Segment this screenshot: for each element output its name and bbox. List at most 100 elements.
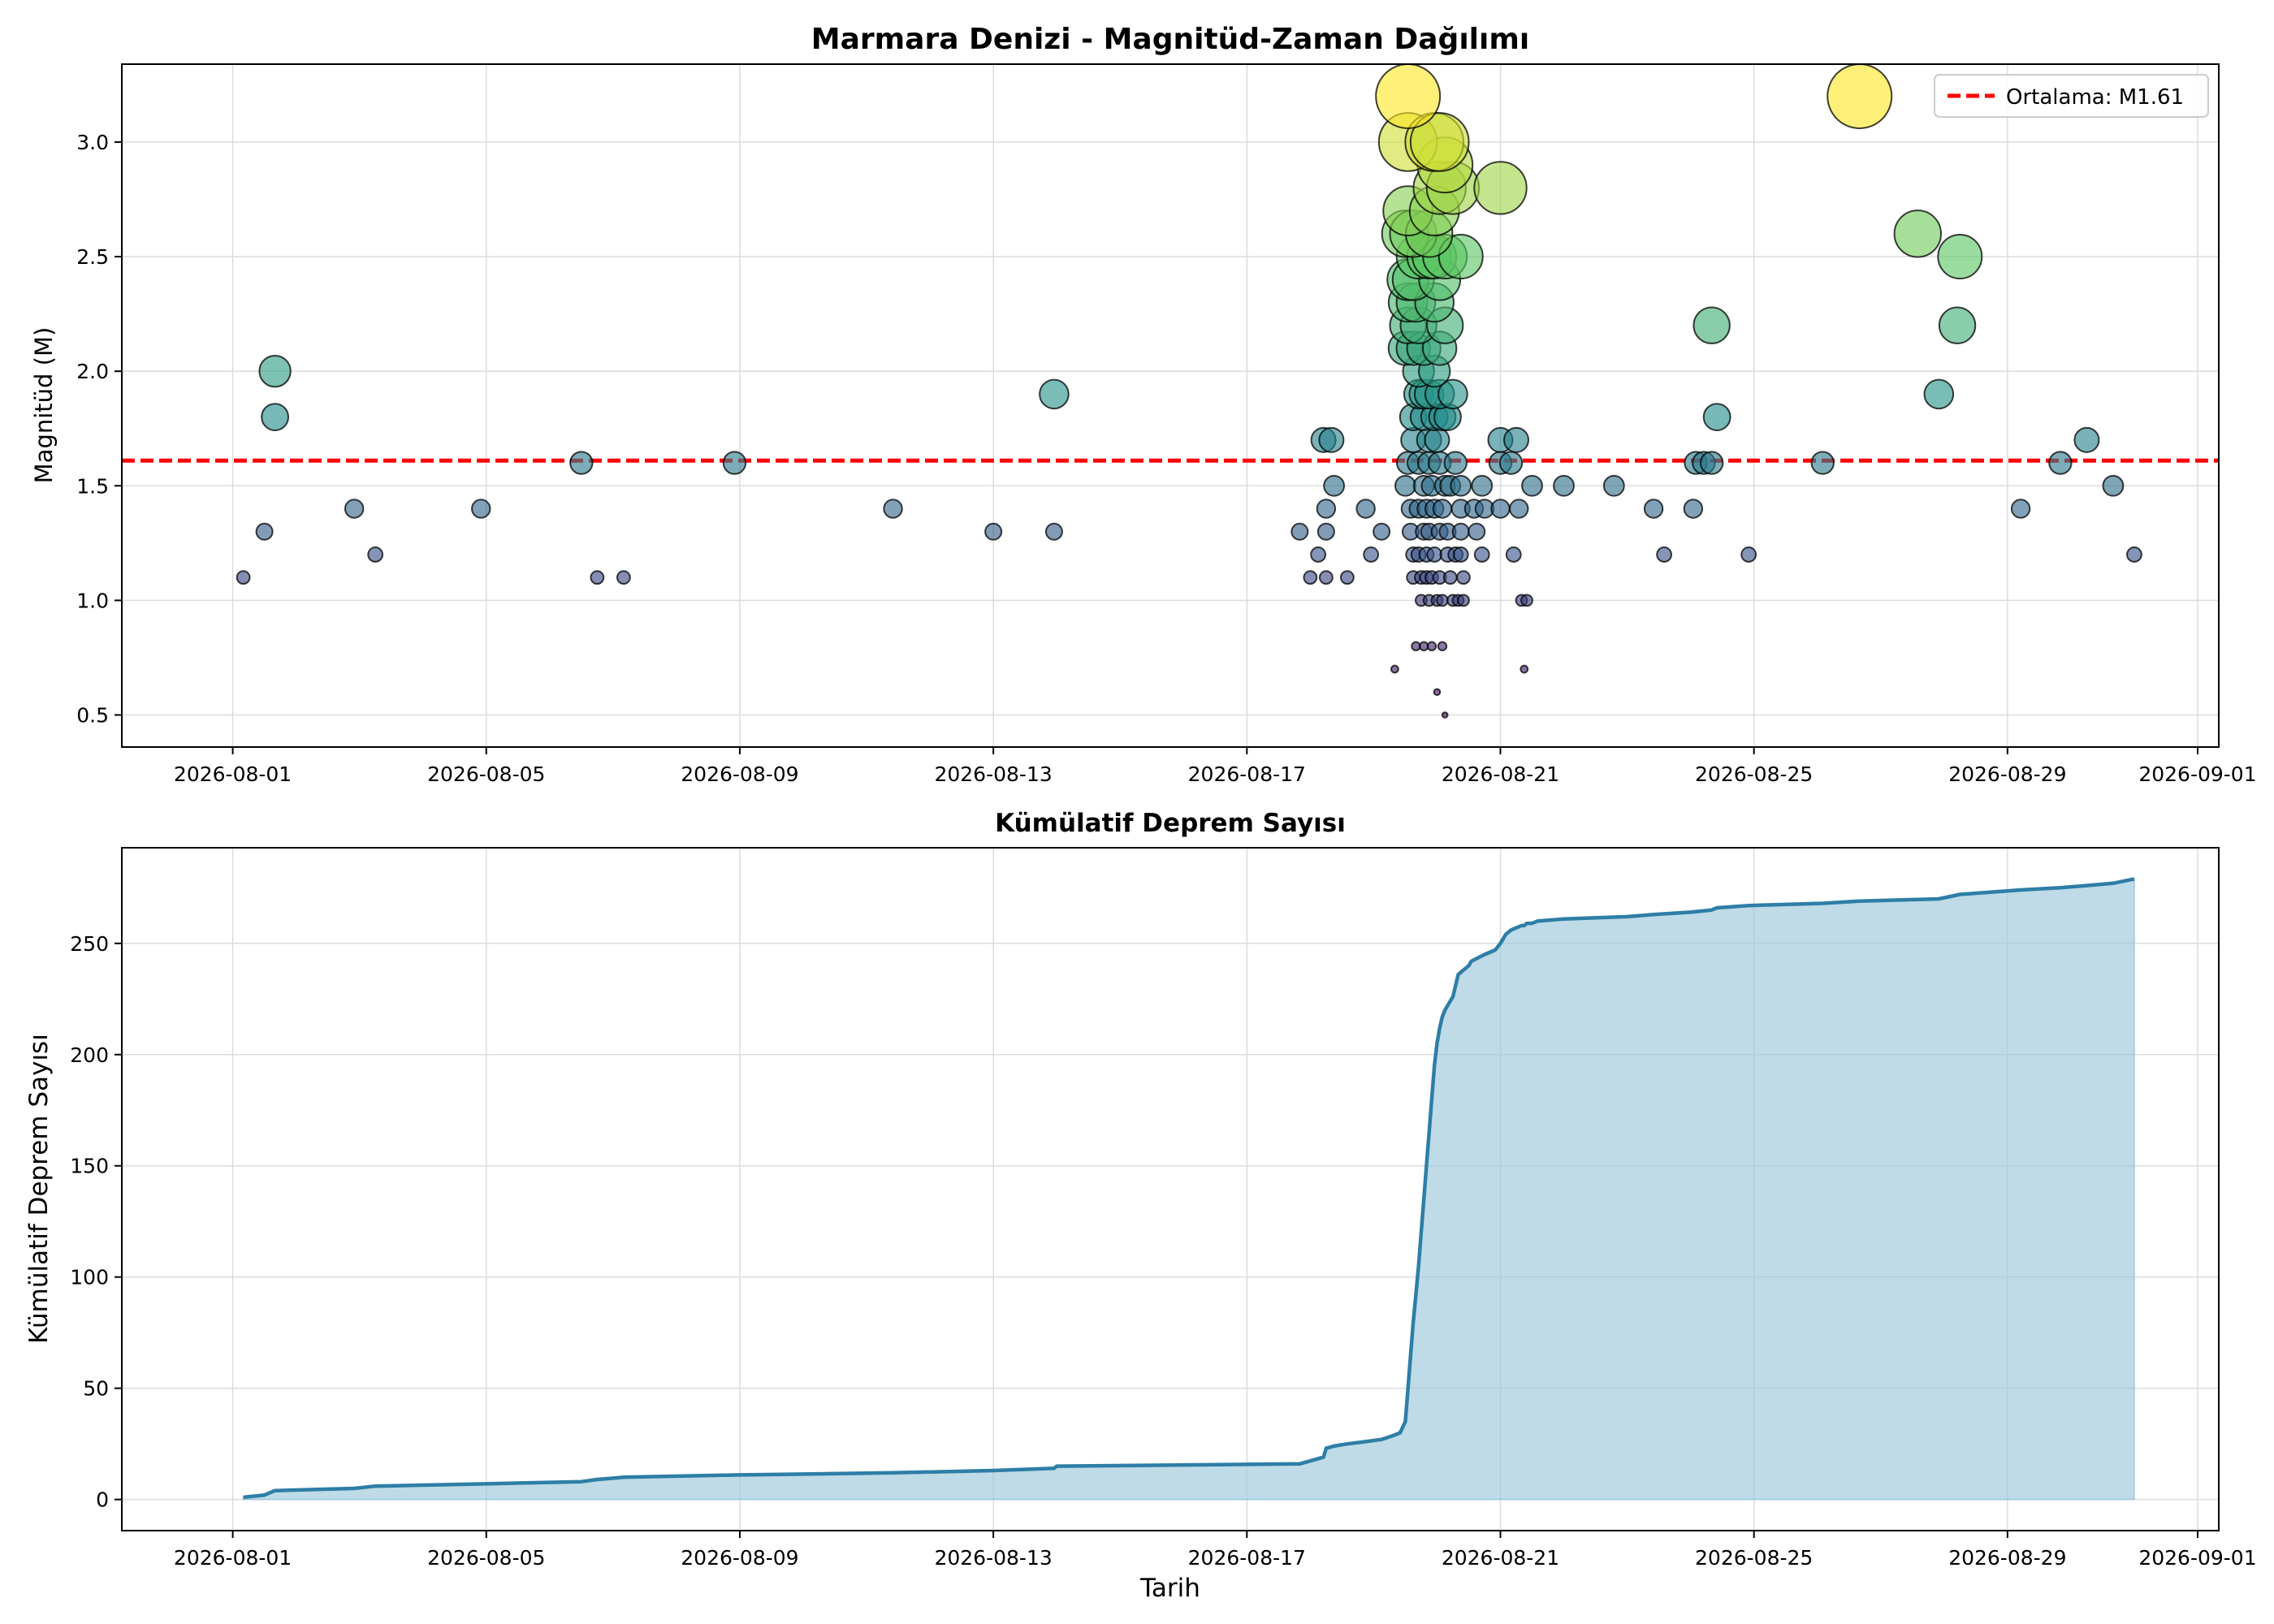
cumulative-count-panel: Kümülatif Deprem Sayısı 2026-08-01 2026-0… — [24, 809, 2257, 1603]
cumulative-title: Kümülatif Deprem Sayısı — [995, 809, 1346, 838]
earthquake-point — [722, 451, 747, 475]
cumulative-series — [242, 877, 2135, 1501]
earthquake-point — [1436, 594, 1449, 607]
earthquake-point — [1810, 451, 1835, 475]
earthquake-point — [1893, 209, 1942, 258]
earthquake-point — [1498, 451, 1524, 475]
y-tick-label: 1.0 — [76, 589, 109, 612]
earthquake-point — [1740, 546, 1757, 563]
x-tick-label: 2026-09-01 — [2138, 1546, 2256, 1570]
legend-box — [1934, 74, 2209, 118]
earthquake-point — [1409, 112, 1470, 172]
y-tick-label: 100 — [70, 1266, 109, 1289]
earthquake-point — [1363, 546, 1380, 563]
earthquake-point — [1490, 499, 1511, 519]
x-tick-label: 2026-08-05 — [427, 1546, 545, 1570]
earthquake-point — [1520, 664, 1529, 674]
x-tick-label: 2026-08-21 — [1442, 762, 1559, 786]
x-tick-label: 2026-08-13 — [934, 1546, 1052, 1570]
y-tick-label: 0 — [96, 1488, 109, 1512]
y-tick-label: 3.0 — [76, 131, 109, 154]
earthquake-point — [1323, 474, 1346, 497]
earthquake-point — [616, 570, 631, 585]
x-tick-label: 2026-08-09 — [681, 1546, 798, 1570]
earthquake-point — [1437, 641, 1448, 652]
earthquake-point — [471, 499, 491, 519]
earthquake-point — [1443, 451, 1468, 475]
y-tick-label: 200 — [70, 1043, 109, 1067]
x-tick-label: 2026-08-09 — [681, 762, 798, 786]
earthquake-point — [1693, 306, 1731, 344]
earthquake-point — [1432, 499, 1453, 519]
earthquake-point — [883, 499, 903, 519]
cumulative-x-axis: 2026-08-01 2026-08-05 2026-08-09 2026-08-13… — [174, 1531, 2257, 1570]
earthquake-point — [1373, 522, 1391, 541]
earthquake-point — [1643, 499, 1664, 519]
earthquake-point — [1044, 522, 1063, 541]
earthquake-point — [344, 499, 365, 519]
earthquake-point — [2102, 474, 2125, 497]
scatter-y-axis: 0.5 1.0 1.5 2.0 2.5 3.0 — [76, 131, 122, 727]
x-tick-label: 2026-08-25 — [1695, 762, 1813, 786]
earthquake-point — [1441, 711, 1449, 719]
earthquake-point — [367, 546, 384, 563]
earthquake-point — [1318, 570, 1334, 585]
scatter-x-axis: 2026-08-01 2026-08-05 2026-08-09 2026-08-13… — [174, 747, 2257, 786]
earthquake-point — [1502, 426, 1529, 453]
earthquake-point — [1433, 688, 1442, 697]
y-tick-label: 1.5 — [76, 474, 109, 498]
scatter-plot-frame — [121, 63, 2220, 748]
earthquake-point — [1424, 426, 1450, 453]
earthquake-point — [2010, 499, 2031, 519]
cumulative-plot-frame — [121, 847, 2220, 1531]
scatter-legend: Ortalama: M1.61 — [1934, 74, 2209, 118]
earthquake-point — [1699, 451, 1724, 475]
y-tick-label: 150 — [70, 1155, 109, 1178]
x-tick-label: 2026-08-25 — [1695, 1546, 1813, 1570]
earthquake-point — [590, 570, 605, 585]
earthquake-point — [1316, 522, 1335, 541]
scatter-points — [236, 63, 2142, 719]
earthquake-point — [1375, 63, 1442, 130]
y-tick-label: 0.5 — [76, 703, 109, 727]
earthquake-point — [236, 570, 251, 585]
cumulative-y-axis-label: Kümülatif Deprem Sayısı — [24, 1034, 54, 1344]
earthquake-point — [1656, 546, 1673, 563]
x-tick-label: 2026-08-17 — [1188, 1546, 1306, 1570]
y-tick-label: 2.0 — [76, 360, 109, 383]
earthquake-point — [1938, 306, 1977, 344]
cumulative-x-axis-label: Tarih — [1139, 1574, 1200, 1603]
earthquake-point — [1437, 378, 1468, 410]
earthquake-point — [569, 451, 594, 475]
x-tick-label: 2026-08-29 — [1948, 762, 2066, 786]
earthquake-point — [984, 522, 1003, 541]
cumulative-y-axis: 0 50 100 150 200 250 — [70, 932, 122, 1512]
earthquake-point — [1473, 546, 1490, 563]
earthquake-point — [1602, 474, 1625, 497]
earthquake-point — [1509, 499, 1529, 519]
earthquake-point — [1683, 499, 1704, 519]
earthquake-point — [1468, 522, 1486, 541]
x-tick-label: 2026-08-01 — [174, 1546, 292, 1570]
earthquake-point — [1452, 546, 1469, 563]
earthquake-point — [1473, 161, 1528, 215]
earthquake-point — [1521, 474, 1543, 497]
x-tick-label: 2026-08-01 — [174, 762, 292, 786]
x-tick-label: 2026-09-01 — [2138, 762, 2256, 786]
earthquake-point — [1702, 403, 1731, 432]
x-tick-label: 2026-08-17 — [1188, 762, 1306, 786]
earthquake-point — [2126, 546, 2142, 563]
scatter-y-axis-label: Magnitüd (M) — [30, 327, 58, 484]
earthquake-point — [1553, 474, 1575, 497]
earthquake-point — [1442, 570, 1458, 585]
earthquake-point — [261, 403, 290, 432]
earthquake-point — [2048, 451, 2073, 475]
earthquake-point — [1426, 546, 1443, 563]
scatter-title: Marmara Denizi - Magnitüd-Zaman Dağılımı — [811, 23, 1529, 56]
earthquake-point — [1451, 522, 1470, 541]
earthquake-point — [1318, 426, 1345, 453]
earthquake-point — [1394, 474, 1416, 497]
earthquake-point — [258, 354, 292, 388]
x-tick-label: 2026-08-21 — [1442, 1546, 1559, 1570]
